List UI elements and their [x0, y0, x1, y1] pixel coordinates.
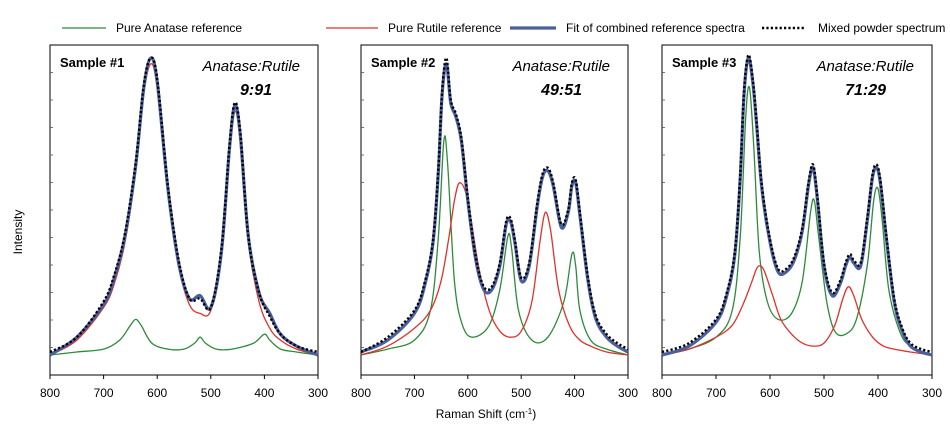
x-tick-label: 800	[652, 386, 672, 400]
x-tick-label: 300	[618, 386, 638, 400]
plot-frame	[360, 44, 629, 376]
legend-label-mixed: Mixed powder spectrum	[818, 21, 945, 35]
series-line-pure-anatase-reference	[661, 85, 933, 356]
x-tick-label: 700	[404, 386, 424, 400]
series-line-mixed-powder-spectrum	[360, 56, 629, 354]
x-axis-label-main: Raman Shift (cm	[436, 407, 525, 421]
sample-title: Sample #1	[60, 55, 124, 70]
x-tick-label: 600	[760, 386, 780, 400]
x-tick-label: 600	[147, 386, 167, 400]
series-line-pure-anatase-reference	[360, 135, 629, 356]
x-axis-label: Raman Shift (cm-1)	[436, 407, 536, 421]
ratio-label: Anatase:Rutile	[511, 58, 610, 75]
x-tick-label: 800	[40, 386, 60, 400]
x-tick-label: 500	[814, 386, 834, 400]
x-tick-label: 700	[706, 386, 726, 400]
chart-panel-1: 800 700 600 500 400 300 Sample #1 Anatase:Rutil…	[40, 44, 328, 400]
chart-panels: 800 700 600 500 400 300 Sample #1 Anatase:Rutil…	[40, 44, 942, 400]
y-axis-label: Intensity	[11, 210, 25, 255]
legend: Pure Anatase reference Pure Rutile refere…	[62, 21, 945, 35]
legend-label-rutile: Pure Rutile reference	[388, 21, 502, 35]
chart-panel-2: 800 700 600 500 400 300 Sample #2 Anatase:Rutil…	[351, 44, 638, 400]
legend-label-fit: Fit of combined reference spectra	[566, 21, 745, 35]
x-tick-label: 700	[94, 386, 114, 400]
plot-frame	[661, 44, 933, 376]
ratio-value: 71:29	[845, 82, 886, 99]
x-tick-label: 600	[458, 386, 478, 400]
series-line-pure-rutile-reference	[661, 265, 933, 356]
series-line-mixed-powder-spectrum	[49, 56, 319, 354]
ratio-label: Anatase:Rutile	[815, 58, 914, 75]
x-axis-label-superscript: -1	[525, 407, 533, 416]
x-tick-label: 500	[201, 386, 221, 400]
legend-label-anatase: Pure Anatase reference	[116, 21, 242, 35]
series-line-mixed-powder-spectrum	[661, 53, 933, 354]
ratio-value: 49:51	[540, 82, 582, 99]
sample-title: Sample #3	[672, 55, 736, 70]
ratio-value: 9:91	[240, 82, 272, 99]
x-tick-label: 400	[254, 386, 274, 400]
series-line-pure-anatase-reference	[49, 318, 319, 356]
series-line-pure-rutile-reference	[360, 182, 629, 356]
ratio-label: Anatase:Rutile	[201, 58, 300, 75]
x-tick-label: 400	[565, 386, 585, 400]
x-tick-label: 400	[868, 386, 888, 400]
x-tick-label: 800	[351, 386, 371, 400]
sample-title: Sample #2	[371, 55, 435, 70]
x-axis-label-end: )	[532, 407, 536, 421]
x-tick-label: 300	[308, 386, 328, 400]
chart-panel-3: 800 700 600 500 400 300 Sample #3 Anatase:Rutil…	[652, 44, 942, 400]
x-tick-label: 300	[922, 386, 942, 400]
x-tick-label: 500	[511, 386, 531, 400]
